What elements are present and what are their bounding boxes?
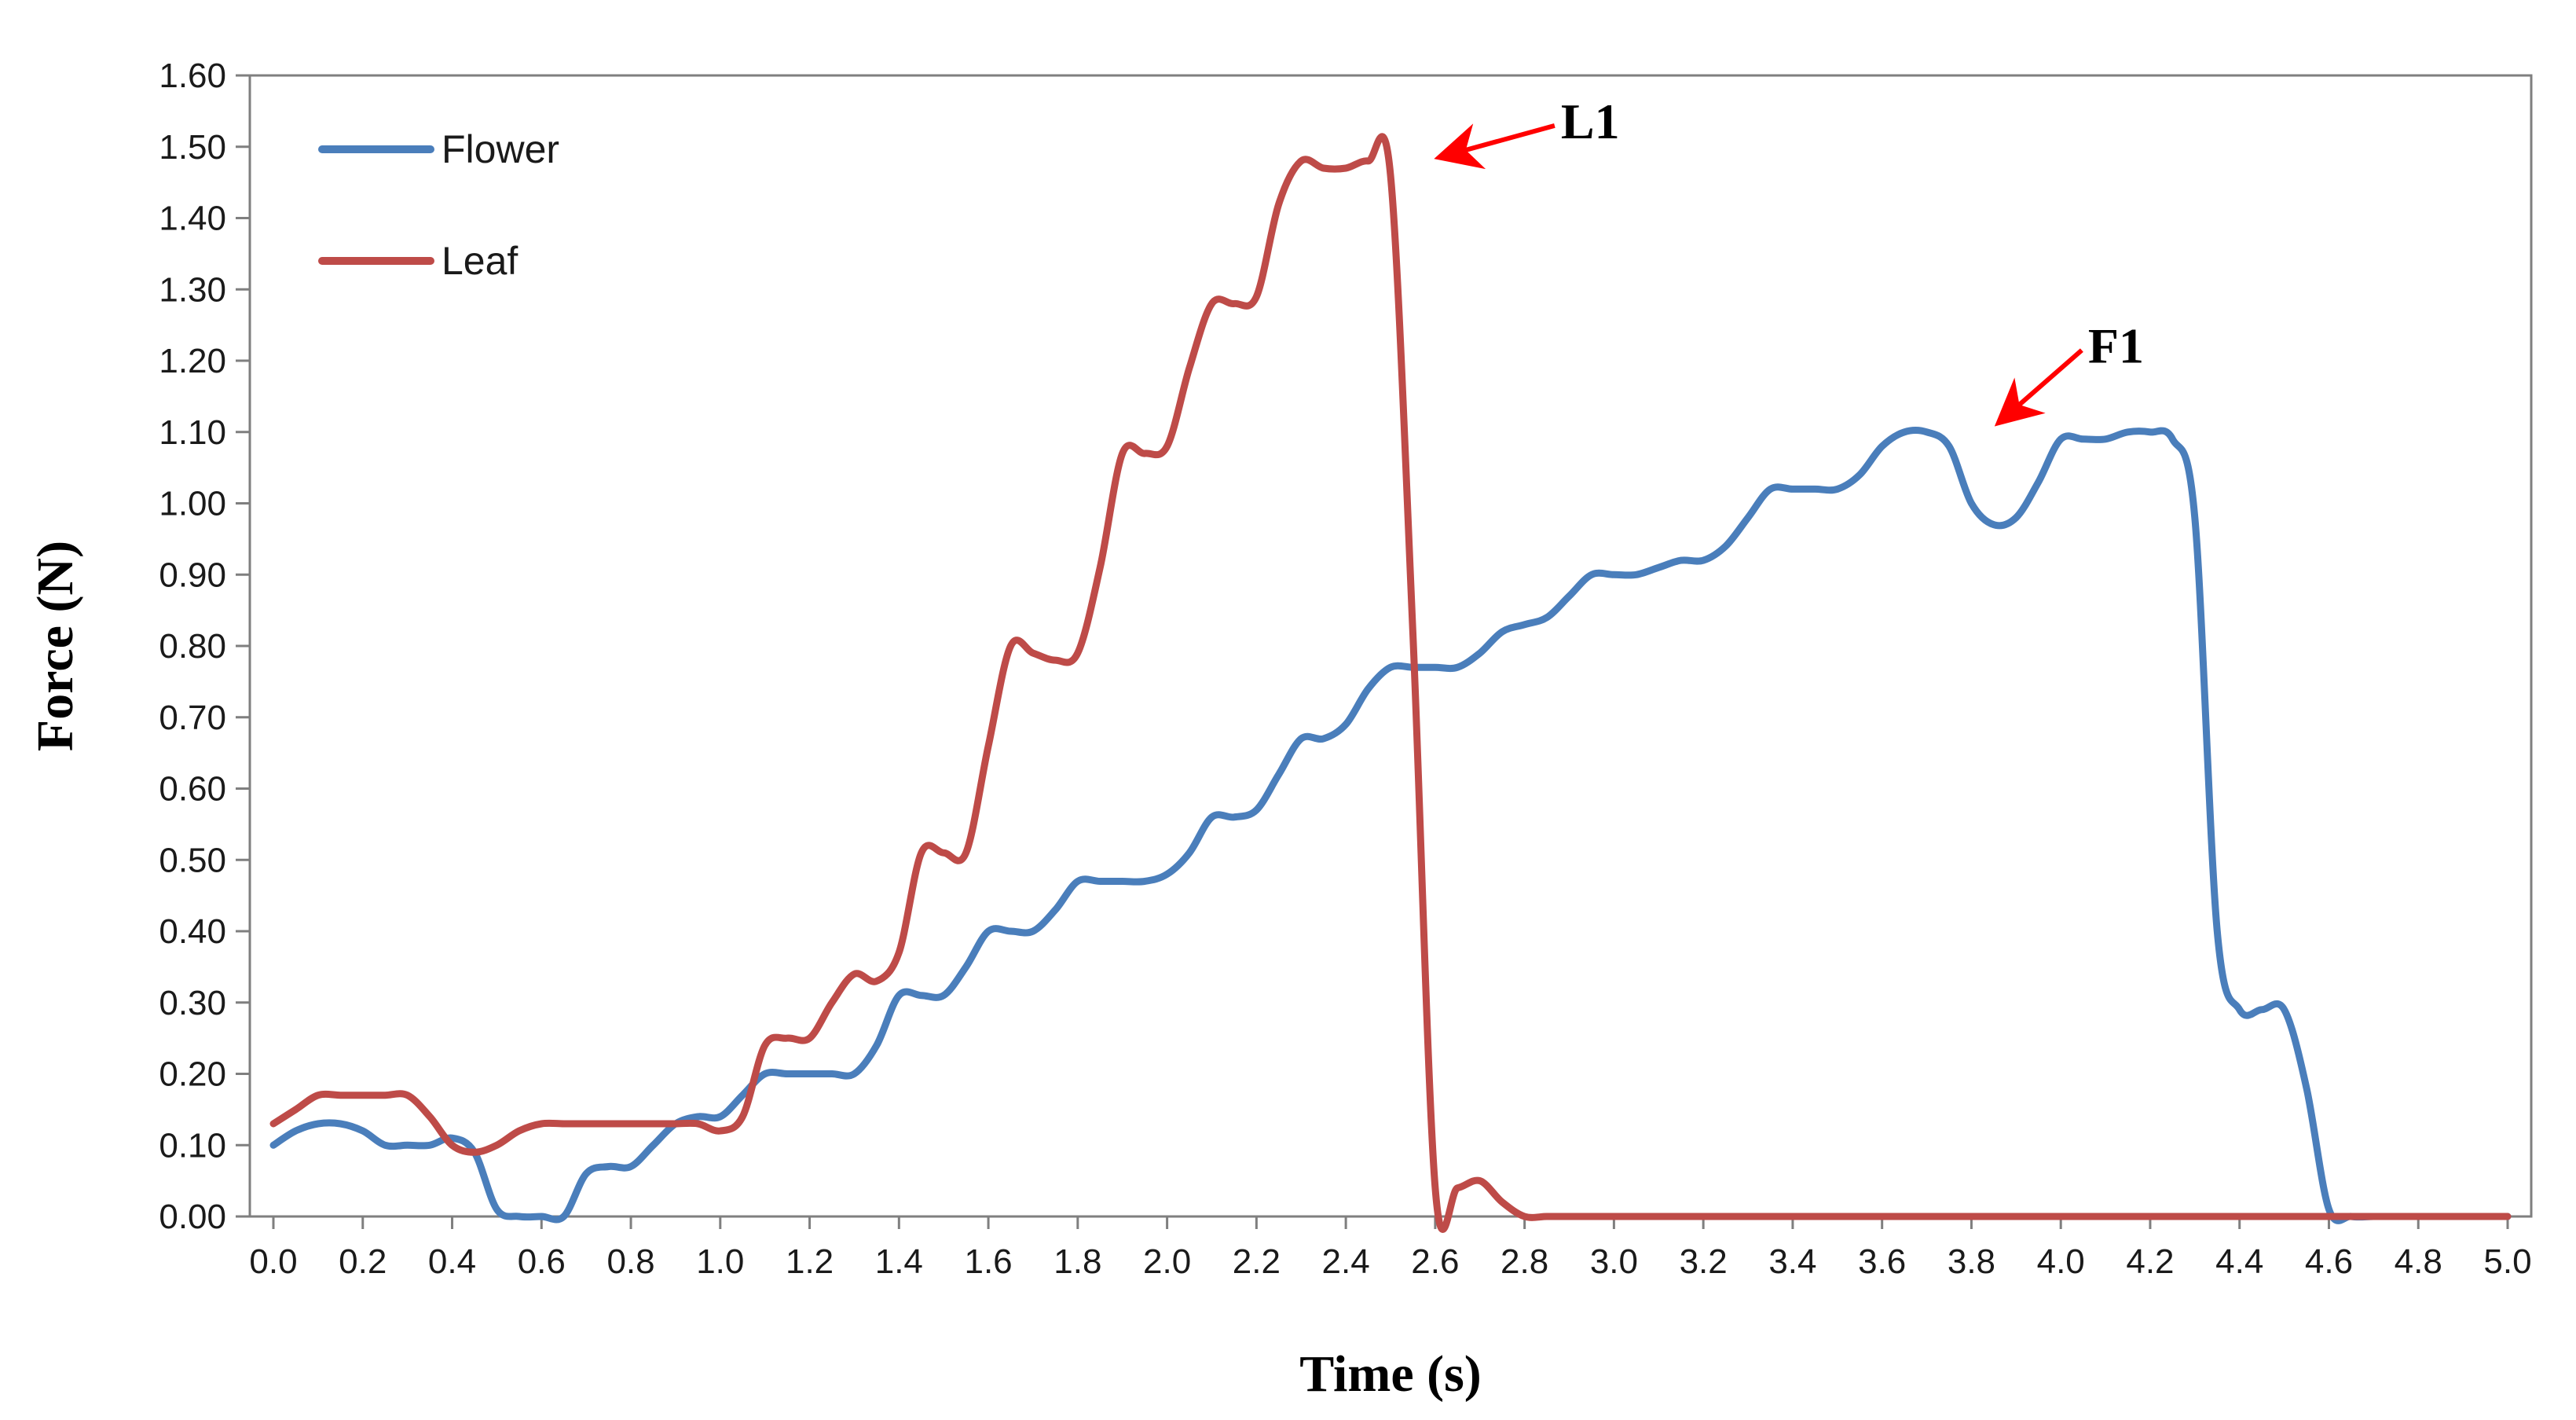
x-axis-title: Time (s) [1299, 1345, 1482, 1403]
y-tick-label: 1.30 [159, 270, 226, 309]
y-tick-label: 1.00 [159, 485, 226, 523]
series-line-flower [269, 426, 2512, 1224]
y-tick-label: 0.10 [159, 1126, 226, 1165]
y-tick-label: 0.40 [159, 912, 226, 951]
x-tick-label: 1.6 [964, 1242, 1012, 1281]
x-tick-label: 2.4 [1322, 1242, 1370, 1281]
x-tick-label: 2.0 [1143, 1242, 1191, 1281]
x-tick-label: 1.2 [786, 1242, 834, 1281]
annotation-arrow-l1 [1434, 123, 1555, 170]
x-tick-label: 3.4 [1768, 1242, 1816, 1281]
series-line-leaf [269, 133, 2512, 1233]
x-tick-label: 3.6 [1858, 1242, 1906, 1281]
y-tick-label: 1.50 [159, 128, 226, 167]
legend: Flower Leaf [318, 127, 559, 283]
y-tick-label: 0.90 [159, 556, 226, 594]
x-tick-label: 3.0 [1590, 1242, 1638, 1281]
x-tick-label: 2.6 [1411, 1242, 1459, 1281]
annotation-arrow-f1 [1994, 348, 2083, 427]
series-layer [269, 133, 2512, 1233]
x-tick-label: 2.2 [1233, 1242, 1281, 1281]
x-tick-label: 5.0 [2483, 1242, 2531, 1281]
x-tick-label: 3.8 [1948, 1242, 1995, 1281]
x-axis-ticks: 0.0 0.2 0.4 0.6 0.8 1.0 1.2 1.4 1.6 1.8 2.0 2.2 2.4 2… [249, 1216, 2532, 1281]
y-tick-label: 0.00 [159, 1198, 226, 1236]
y-tick-label: 0.70 [159, 699, 226, 737]
x-tick-label: 0.8 [606, 1242, 654, 1281]
legend-label-leaf: Leaf [442, 239, 518, 283]
axes [248, 74, 2533, 1218]
annotation-label-f1: F1 [2088, 318, 2144, 374]
x-tick-label: 0.6 [518, 1242, 566, 1281]
y-axis-title: Force (N) [27, 541, 84, 751]
y-tick-label: 1.10 [159, 413, 226, 452]
x-tick-label: 1.4 [875, 1242, 923, 1281]
plot-area-border [248, 74, 2533, 1218]
x-tick-label: 2.8 [1501, 1242, 1548, 1281]
x-tick-label: 1.8 [1053, 1242, 1101, 1281]
y-tick-label: 0.60 [159, 770, 226, 809]
y-tick-label: 1.20 [159, 342, 226, 380]
x-tick-label: 4.0 [2037, 1242, 2085, 1281]
y-tick-label: 1.40 [159, 200, 226, 238]
legend-label-flower: Flower [442, 127, 559, 171]
x-tick-label: 0.4 [428, 1242, 476, 1281]
y-tick-label: 0.80 [159, 627, 226, 666]
x-tick-label: 4.6 [2305, 1242, 2353, 1281]
y-tick-label: 0.30 [159, 984, 226, 1022]
x-tick-label: 3.2 [1680, 1242, 1728, 1281]
y-tick-label: 0.20 [159, 1055, 226, 1094]
y-tick-label: 0.50 [159, 841, 226, 879]
x-tick-label: 4.2 [2126, 1242, 2174, 1281]
y-tick-label: 1.60 [159, 57, 226, 95]
x-tick-label: 4.4 [2215, 1242, 2263, 1281]
x-tick-label: 1.0 [696, 1242, 744, 1281]
x-tick-label: 4.8 [2395, 1242, 2442, 1281]
y-axis-ticks: 0.00 0.10 0.20 0.30 0.40 0.50 0.60 0.70 0.80 0.90… [159, 57, 250, 1236]
annotations: L1 F1 [1434, 94, 2144, 427]
x-tick-label: 0.0 [249, 1242, 297, 1281]
annotation-label-l1: L1 [1561, 94, 1620, 149]
x-tick-label: 0.2 [339, 1242, 387, 1281]
